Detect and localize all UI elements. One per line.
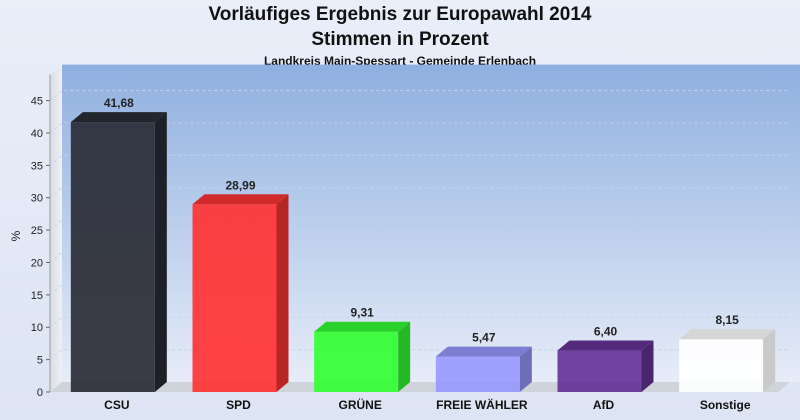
gridline bbox=[49, 349, 790, 361]
bar-afd: 6,40 bbox=[557, 325, 654, 392]
chart-title: Vorläufiges Ergebnis zur Europawahl 2014 bbox=[208, 4, 592, 25]
gridlines bbox=[49, 90, 790, 361]
y-tick-label: 30 bbox=[31, 193, 43, 205]
plot-back-wall bbox=[62, 64, 800, 382]
y-tick-label: 40 bbox=[31, 128, 43, 140]
bar-csu: 41,68 bbox=[70, 96, 167, 392]
bar-side bbox=[276, 194, 289, 392]
x-tick-label: SPD bbox=[226, 398, 251, 412]
plot-side-wall bbox=[50, 64, 62, 392]
bar-top bbox=[192, 194, 289, 205]
data-label: 41,68 bbox=[104, 96, 134, 110]
y-tick-label: 20 bbox=[31, 257, 43, 269]
y-tick-label: 0 bbox=[37, 387, 43, 399]
chart-subtitle: Stimmen in Prozent bbox=[311, 29, 489, 50]
x-tick-label: AfD bbox=[593, 398, 615, 412]
bar-top bbox=[70, 112, 167, 123]
y-tick-label: 15 bbox=[31, 290, 43, 302]
y-axis-ticks: 0 5 10 15 20 25 30 35 40 45 bbox=[31, 96, 50, 399]
gridline bbox=[49, 284, 790, 296]
bar-front bbox=[435, 356, 520, 392]
bar-top bbox=[435, 346, 532, 357]
data-label: 8,15 bbox=[715, 313, 739, 327]
bar-freie-w-hler: 5,47 bbox=[435, 331, 532, 392]
chart-caption: Landkreis Main-Spessart - Gemeinde Erlen… bbox=[263, 54, 537, 68]
x-tick-label: FREIE WÄHLER bbox=[436, 397, 528, 412]
bar-gr-ne: 9,31 bbox=[314, 306, 411, 392]
bar-side bbox=[763, 329, 776, 392]
data-label: 9,31 bbox=[350, 306, 374, 320]
bar-sonstige: 8,15 bbox=[679, 313, 776, 392]
bars: 41,68 28,99 9,31 5,47 6,40 8,15 bbox=[70, 96, 776, 392]
gridline bbox=[49, 122, 790, 134]
gridline bbox=[49, 316, 790, 328]
x-tick-label: GRÜNE bbox=[338, 397, 381, 412]
gridline bbox=[49, 251, 790, 263]
x-tick-label: CSU bbox=[104, 398, 129, 412]
bar-front bbox=[679, 339, 764, 392]
gridline bbox=[49, 90, 790, 101]
bar-front bbox=[314, 331, 399, 392]
gridline bbox=[49, 154, 790, 166]
bar-front bbox=[192, 204, 277, 392]
bar-side bbox=[154, 112, 167, 392]
bar-spd: 28,99 bbox=[192, 178, 289, 392]
gridline bbox=[49, 219, 790, 231]
y-tick-label: 10 bbox=[31, 322, 43, 334]
y-axis-label: % bbox=[9, 230, 23, 241]
y-tick-label: 35 bbox=[31, 160, 43, 172]
x-tick-label: Sonstige bbox=[700, 398, 751, 412]
bar-front bbox=[557, 350, 642, 392]
bar-top bbox=[679, 329, 776, 340]
bar-side bbox=[519, 346, 532, 392]
bar-top bbox=[314, 321, 411, 332]
data-label: 6,40 bbox=[594, 325, 618, 339]
data-label: 28,99 bbox=[225, 178, 255, 192]
data-label: 5,47 bbox=[472, 331, 496, 345]
bar-side bbox=[398, 321, 411, 392]
bar-front bbox=[70, 122, 155, 392]
gridline bbox=[49, 187, 790, 199]
bar-top bbox=[557, 340, 654, 351]
y-tick-label: 25 bbox=[31, 225, 43, 237]
y-tick-label: 5 bbox=[37, 355, 43, 367]
bar-side bbox=[641, 340, 654, 392]
y-tick-label: 45 bbox=[31, 96, 43, 108]
x-axis-labels: CSU SPD GRÜNE FREIE WÄHLER AfD Sonstige bbox=[104, 397, 751, 412]
